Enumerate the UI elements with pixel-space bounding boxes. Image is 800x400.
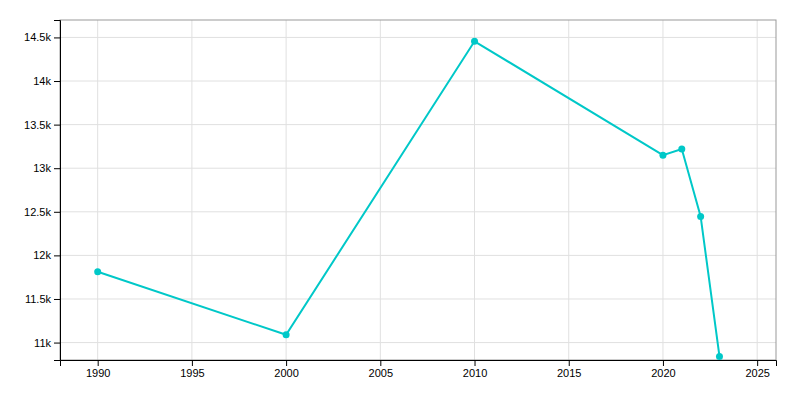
tick-label: 11k	[34, 337, 51, 349]
grid-line-y	[60, 255, 776, 256]
line	[98, 41, 720, 356]
grid-line-y	[60, 37, 776, 38]
x-axis: 1990 1995 2000 2005 2010 2015 2020 2025	[61, 360, 777, 379]
grid-line-x	[662, 20, 663, 360]
tick: 2005	[369, 360, 393, 379]
chart: 1990 1995 2000 2005 2010 2015 2020 2025 11k 11.5k…	[0, 0, 800, 400]
grid-line-y	[60, 211, 776, 212]
tick-label: 1990	[86, 367, 110, 379]
plot: 1990 1995 2000 2005 2010 2015 2020 2025 11k 11.5k…	[24, 20, 776, 379]
grid-line-y	[60, 342, 776, 343]
y-axis: 11k 11.5k 12k 12.5k 13k 13.5k 14k 14.5k	[24, 21, 60, 361]
tick-mark	[380, 360, 381, 366]
tick-mark	[192, 360, 193, 366]
grid-line-y	[60, 124, 776, 125]
grid	[60, 20, 776, 360]
tick-mark	[98, 360, 99, 366]
tick-label: 11.5k	[25, 293, 52, 305]
plot-frame	[60, 20, 776, 360]
tick-label: 2015	[557, 367, 581, 379]
tick-mark	[54, 299, 60, 300]
tick: 13.5k	[24, 119, 60, 131]
tick-label: 1995	[180, 367, 204, 379]
tick: 13k	[33, 162, 60, 174]
tick: 11.5k	[25, 293, 60, 305]
grid-line-x	[286, 20, 287, 360]
tick: 2000	[274, 360, 298, 379]
tick: 11k	[34, 337, 60, 349]
tick-label: 12.5k	[24, 206, 51, 218]
tick-mark	[54, 168, 60, 169]
grid-line-y	[60, 298, 776, 299]
tick-label: 2000	[274, 367, 298, 379]
tick: 2020	[651, 360, 675, 379]
tick-mark	[54, 125, 60, 126]
tick-label: 2020	[651, 367, 675, 379]
point	[471, 38, 478, 45]
tick-label: 14k	[33, 75, 51, 87]
grid-line-y	[60, 168, 776, 169]
tick: 2010	[463, 360, 487, 379]
grid-line-x	[757, 20, 758, 360]
point	[716, 353, 723, 360]
tick-mark	[569, 360, 570, 366]
point	[94, 268, 101, 275]
point	[697, 213, 704, 220]
tick-label: 13.5k	[24, 119, 51, 131]
tick: 1995	[180, 360, 204, 379]
tick: 2025	[745, 360, 769, 379]
tick-mark	[54, 212, 60, 213]
point	[283, 331, 290, 338]
tick: 14k	[33, 75, 60, 87]
tick-label: 2005	[369, 367, 393, 379]
tick: 2015	[557, 360, 581, 379]
tick: 14.5k	[24, 31, 60, 43]
grid-line-x	[568, 20, 569, 360]
tick-mark	[663, 360, 664, 366]
tick-label: 2025	[745, 367, 769, 379]
tick: 1990	[86, 360, 110, 379]
tick-label: 2010	[463, 367, 487, 379]
tick-label: 13k	[33, 162, 51, 174]
tick: 12k	[33, 249, 60, 261]
tick-mark	[54, 81, 60, 82]
grid-line-x	[191, 20, 192, 360]
tick-mark	[54, 37, 60, 38]
tick-mark	[757, 360, 758, 366]
axis-line	[61, 361, 777, 367]
series	[94, 38, 723, 360]
tick-mark	[54, 255, 60, 256]
grid-line-y	[60, 81, 776, 82]
axis-line	[54, 21, 61, 361]
tick: 12.5k	[24, 206, 60, 218]
tick-mark	[286, 360, 287, 366]
point	[659, 152, 666, 159]
point	[678, 145, 685, 152]
tick-mark	[54, 343, 60, 344]
grid-line-x	[474, 20, 475, 360]
tick-label: 12k	[33, 249, 51, 261]
tick-label: 14.5k	[24, 31, 51, 43]
grid-line-x	[97, 20, 98, 360]
tick-mark	[475, 360, 476, 366]
